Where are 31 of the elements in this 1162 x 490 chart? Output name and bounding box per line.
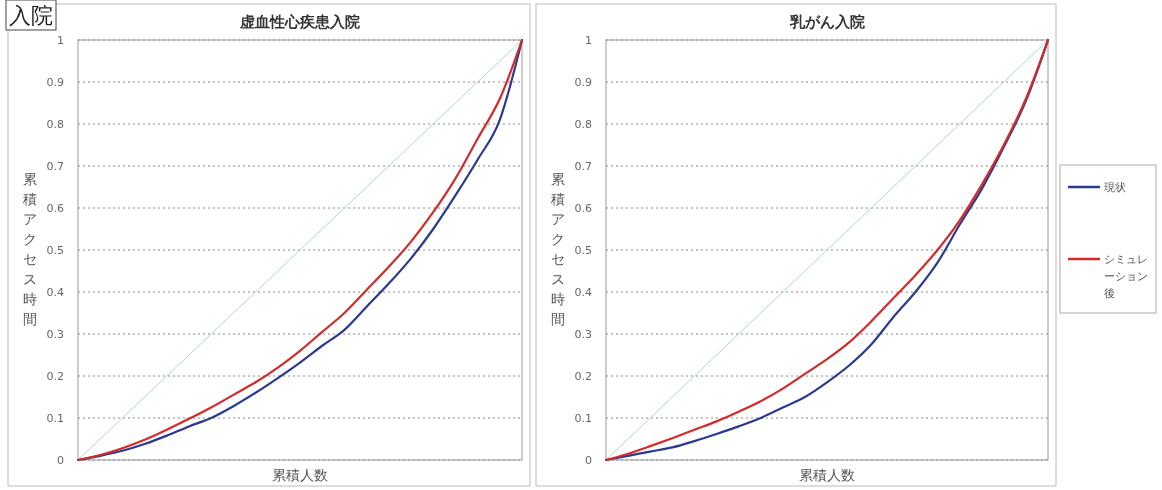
legend-label: 現状 [1104, 181, 1126, 194]
y-tick-label: 1 [57, 34, 64, 47]
y-tick-label: 0.1 [574, 412, 592, 425]
y-tick-label: 0.3 [46, 328, 64, 341]
legend-label: シミュレーション後 [1104, 253, 1148, 300]
y-tick-label: 0.9 [574, 76, 592, 89]
y-tick-label: 0.8 [574, 118, 592, 131]
y-tick-label: 0.4 [574, 286, 592, 299]
y-axis-title: 累積アクセス時間 [551, 171, 565, 327]
chart-title: 乳がん入院 [788, 13, 865, 31]
y-tick-label: 0 [585, 454, 592, 467]
y-tick-label: 0.5 [574, 244, 592, 257]
y-tick-label: 0.2 [46, 370, 64, 383]
y-tick-label: 0.8 [46, 118, 64, 131]
y-tick-label: 0.1 [46, 412, 64, 425]
y-tick-label: 0.2 [574, 370, 592, 383]
y-axis-title: 累積アクセス時間 [23, 171, 37, 327]
x-axis-title: 累積人数 [272, 467, 328, 483]
y-tick-label: 0.4 [46, 286, 64, 299]
y-tick-label: 1 [585, 34, 592, 47]
y-tick-label: 0.7 [574, 160, 592, 173]
y-tick-label: 0.6 [574, 202, 592, 215]
x-axis-title: 累積人数 [799, 467, 855, 483]
chart-title: 虚血性心疾患入院 [239, 13, 360, 31]
y-tick-label: 0.3 [574, 328, 592, 341]
y-tick-label: 0.7 [46, 160, 64, 173]
y-tick-label: 0.6 [46, 202, 64, 215]
y-tick-label: 0.5 [46, 244, 64, 257]
y-tick-label: 0 [57, 454, 64, 467]
text: 入院 [9, 3, 53, 28]
y-tick-label: 0.9 [46, 76, 64, 89]
